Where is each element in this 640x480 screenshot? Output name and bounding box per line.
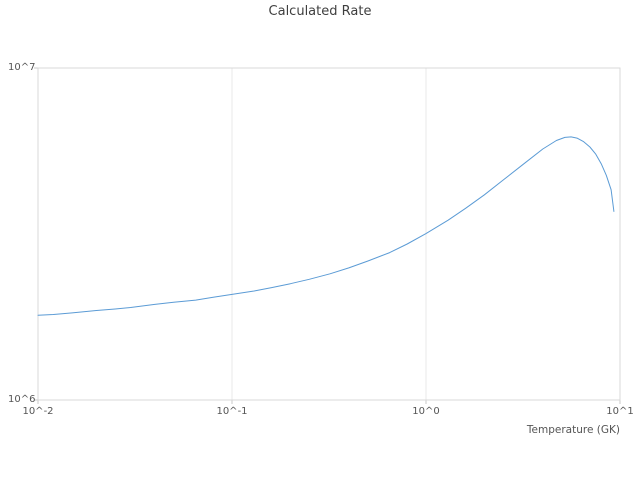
plot-border	[37, 67, 621, 401]
x-tick-label-1e-2: 10^-2	[22, 406, 54, 417]
x-tick-label-1e0: 10^0	[412, 406, 440, 417]
x-axis-label: Temperature (GK)	[526, 424, 620, 436]
chart-title: Calculated Rate	[268, 4, 372, 19]
y-tick-label-1e6: 10^6	[8, 394, 36, 405]
rate-curve	[37, 136, 615, 316]
x-tick-label-1e1: 10^1	[606, 406, 634, 417]
x-tick-label-1e-1: 10^-1	[216, 406, 248, 417]
y-tick-label-1e7: 10^7	[8, 62, 36, 73]
